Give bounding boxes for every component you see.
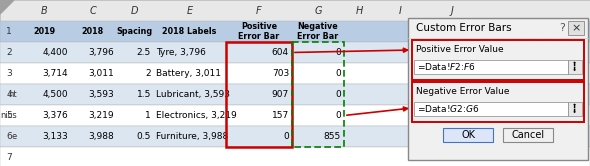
Text: 3,796: 3,796 xyxy=(88,48,114,57)
Text: =Data!$G$2:$G$6: =Data!$G$2:$G$6 xyxy=(417,103,480,115)
Text: F: F xyxy=(256,5,262,15)
Text: 4: 4 xyxy=(6,90,12,99)
Bar xyxy=(0,63,590,84)
Text: 2: 2 xyxy=(145,69,151,78)
Text: 3: 3 xyxy=(6,69,12,78)
Text: 703: 703 xyxy=(272,69,289,78)
Bar xyxy=(568,60,582,74)
Bar xyxy=(568,102,582,116)
Text: 0: 0 xyxy=(335,90,341,99)
Text: 3,376: 3,376 xyxy=(42,111,68,120)
Text: J: J xyxy=(451,5,454,15)
Text: 3,133: 3,133 xyxy=(42,132,68,141)
Text: 0: 0 xyxy=(335,111,341,120)
Bar xyxy=(0,105,590,126)
Text: H: H xyxy=(355,5,363,15)
Text: Electronics, 3,219: Electronics, 3,219 xyxy=(156,111,237,120)
Text: D: D xyxy=(131,5,138,15)
Text: nics: nics xyxy=(0,111,17,120)
Text: Positive
Error Bar: Positive Error Bar xyxy=(238,22,280,41)
Text: 3,011: 3,011 xyxy=(88,69,114,78)
Bar xyxy=(414,102,568,116)
Text: E: E xyxy=(186,5,192,15)
Text: nt: nt xyxy=(8,90,17,99)
Text: 907: 907 xyxy=(272,90,289,99)
Bar xyxy=(408,18,588,160)
Text: 3,219: 3,219 xyxy=(88,111,114,120)
Bar xyxy=(0,84,590,105)
Text: ?: ? xyxy=(559,23,565,33)
Text: 2018 Labels: 2018 Labels xyxy=(162,27,217,36)
Bar xyxy=(0,147,590,166)
Text: B: B xyxy=(41,5,47,15)
Text: I: I xyxy=(399,5,401,15)
Text: Positive Error Value: Positive Error Value xyxy=(416,45,504,54)
Bar xyxy=(0,21,590,42)
Polygon shape xyxy=(0,0,14,14)
Bar xyxy=(0,0,590,21)
Bar xyxy=(443,128,493,142)
Text: 1: 1 xyxy=(6,27,12,36)
Text: Lubricant, 3,593: Lubricant, 3,593 xyxy=(156,90,230,99)
Text: 3,988: 3,988 xyxy=(88,132,114,141)
Text: Spacing: Spacing xyxy=(116,27,153,36)
Text: Furniture, 3,988: Furniture, 3,988 xyxy=(156,132,228,141)
Text: Negative Error Value: Negative Error Value xyxy=(416,87,510,96)
Bar xyxy=(0,42,590,63)
Text: 7: 7 xyxy=(6,153,12,162)
Text: 2: 2 xyxy=(6,48,12,57)
Bar xyxy=(503,128,553,142)
Text: =Data!$F$2:$F$6: =Data!$F$2:$F$6 xyxy=(417,61,476,73)
Text: OK: OK xyxy=(461,130,475,140)
Text: 4,400: 4,400 xyxy=(42,48,68,57)
Text: 3,714: 3,714 xyxy=(42,69,68,78)
Text: G: G xyxy=(314,5,322,15)
Text: 0: 0 xyxy=(335,69,341,78)
Text: Negative
Error Bar: Negative Error Bar xyxy=(297,22,339,41)
Text: e: e xyxy=(12,132,17,141)
Text: 855: 855 xyxy=(324,132,341,141)
Text: 4,500: 4,500 xyxy=(42,90,68,99)
Text: 1.5: 1.5 xyxy=(137,90,151,99)
Bar xyxy=(568,21,584,35)
Text: 1: 1 xyxy=(145,111,151,120)
Bar xyxy=(226,42,292,147)
Text: Custom Error Bars: Custom Error Bars xyxy=(416,23,512,33)
Text: 0: 0 xyxy=(283,132,289,141)
Text: 0: 0 xyxy=(335,48,341,57)
Text: 3,593: 3,593 xyxy=(88,90,114,99)
Text: C: C xyxy=(90,5,96,15)
Text: Tyre, 3,796: Tyre, 3,796 xyxy=(156,48,206,57)
Bar xyxy=(292,42,344,147)
Text: 157: 157 xyxy=(272,111,289,120)
Text: 2019: 2019 xyxy=(33,27,55,36)
Text: 604: 604 xyxy=(272,48,289,57)
Text: 6: 6 xyxy=(6,132,12,141)
Text: 5: 5 xyxy=(6,111,12,120)
Text: Cancel: Cancel xyxy=(512,130,545,140)
Text: 2.5: 2.5 xyxy=(137,48,151,57)
Text: 2018: 2018 xyxy=(82,27,104,36)
Text: ×: × xyxy=(571,23,581,33)
Text: ⬆
⬇: ⬆ ⬇ xyxy=(572,62,578,72)
Bar xyxy=(412,82,584,122)
Bar xyxy=(414,60,568,74)
Bar xyxy=(0,126,590,147)
Bar xyxy=(412,40,584,80)
Text: Battery, 3,011: Battery, 3,011 xyxy=(156,69,221,78)
Text: 0.5: 0.5 xyxy=(137,132,151,141)
Text: ⬆
⬇: ⬆ ⬇ xyxy=(572,104,578,114)
